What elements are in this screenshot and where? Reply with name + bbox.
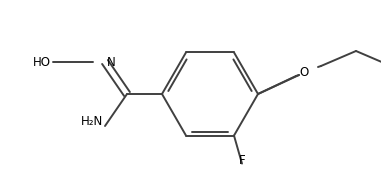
Text: F: F <box>239 154 245 167</box>
Text: HO: HO <box>33 56 51 68</box>
Text: N: N <box>107 56 116 68</box>
Text: H₂N: H₂N <box>81 115 103 128</box>
Text: O: O <box>299 66 309 79</box>
